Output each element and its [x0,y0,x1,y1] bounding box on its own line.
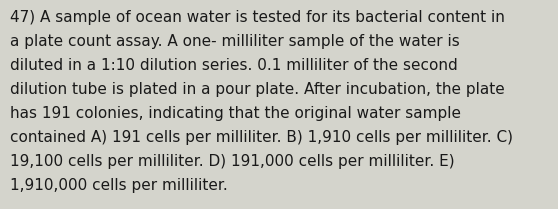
Text: 1,910,000 cells per milliliter.: 1,910,000 cells per milliliter. [10,178,228,193]
Text: 19,100 cells per milliliter. D) 191,000 cells per milliliter. E): 19,100 cells per milliliter. D) 191,000 … [10,154,455,169]
Text: has 191 colonies, indicating that the original water sample: has 191 colonies, indicating that the or… [10,106,461,121]
Text: contained A) 191 cells per milliliter. B) 1,910 cells per milliliter. C): contained A) 191 cells per milliliter. B… [10,130,513,145]
Text: diluted in a 1:10 dilution series. 0.1 milliliter of the second: diluted in a 1:10 dilution series. 0.1 m… [10,58,458,73]
Text: a plate count assay. A one- milliliter sample of the water is: a plate count assay. A one- milliliter s… [10,34,460,49]
Text: 47) A sample of ocean water is tested for its bacterial content in: 47) A sample of ocean water is tested fo… [10,10,505,25]
Text: dilution tube is plated in a pour plate. After incubation, the plate: dilution tube is plated in a pour plate.… [10,82,505,97]
